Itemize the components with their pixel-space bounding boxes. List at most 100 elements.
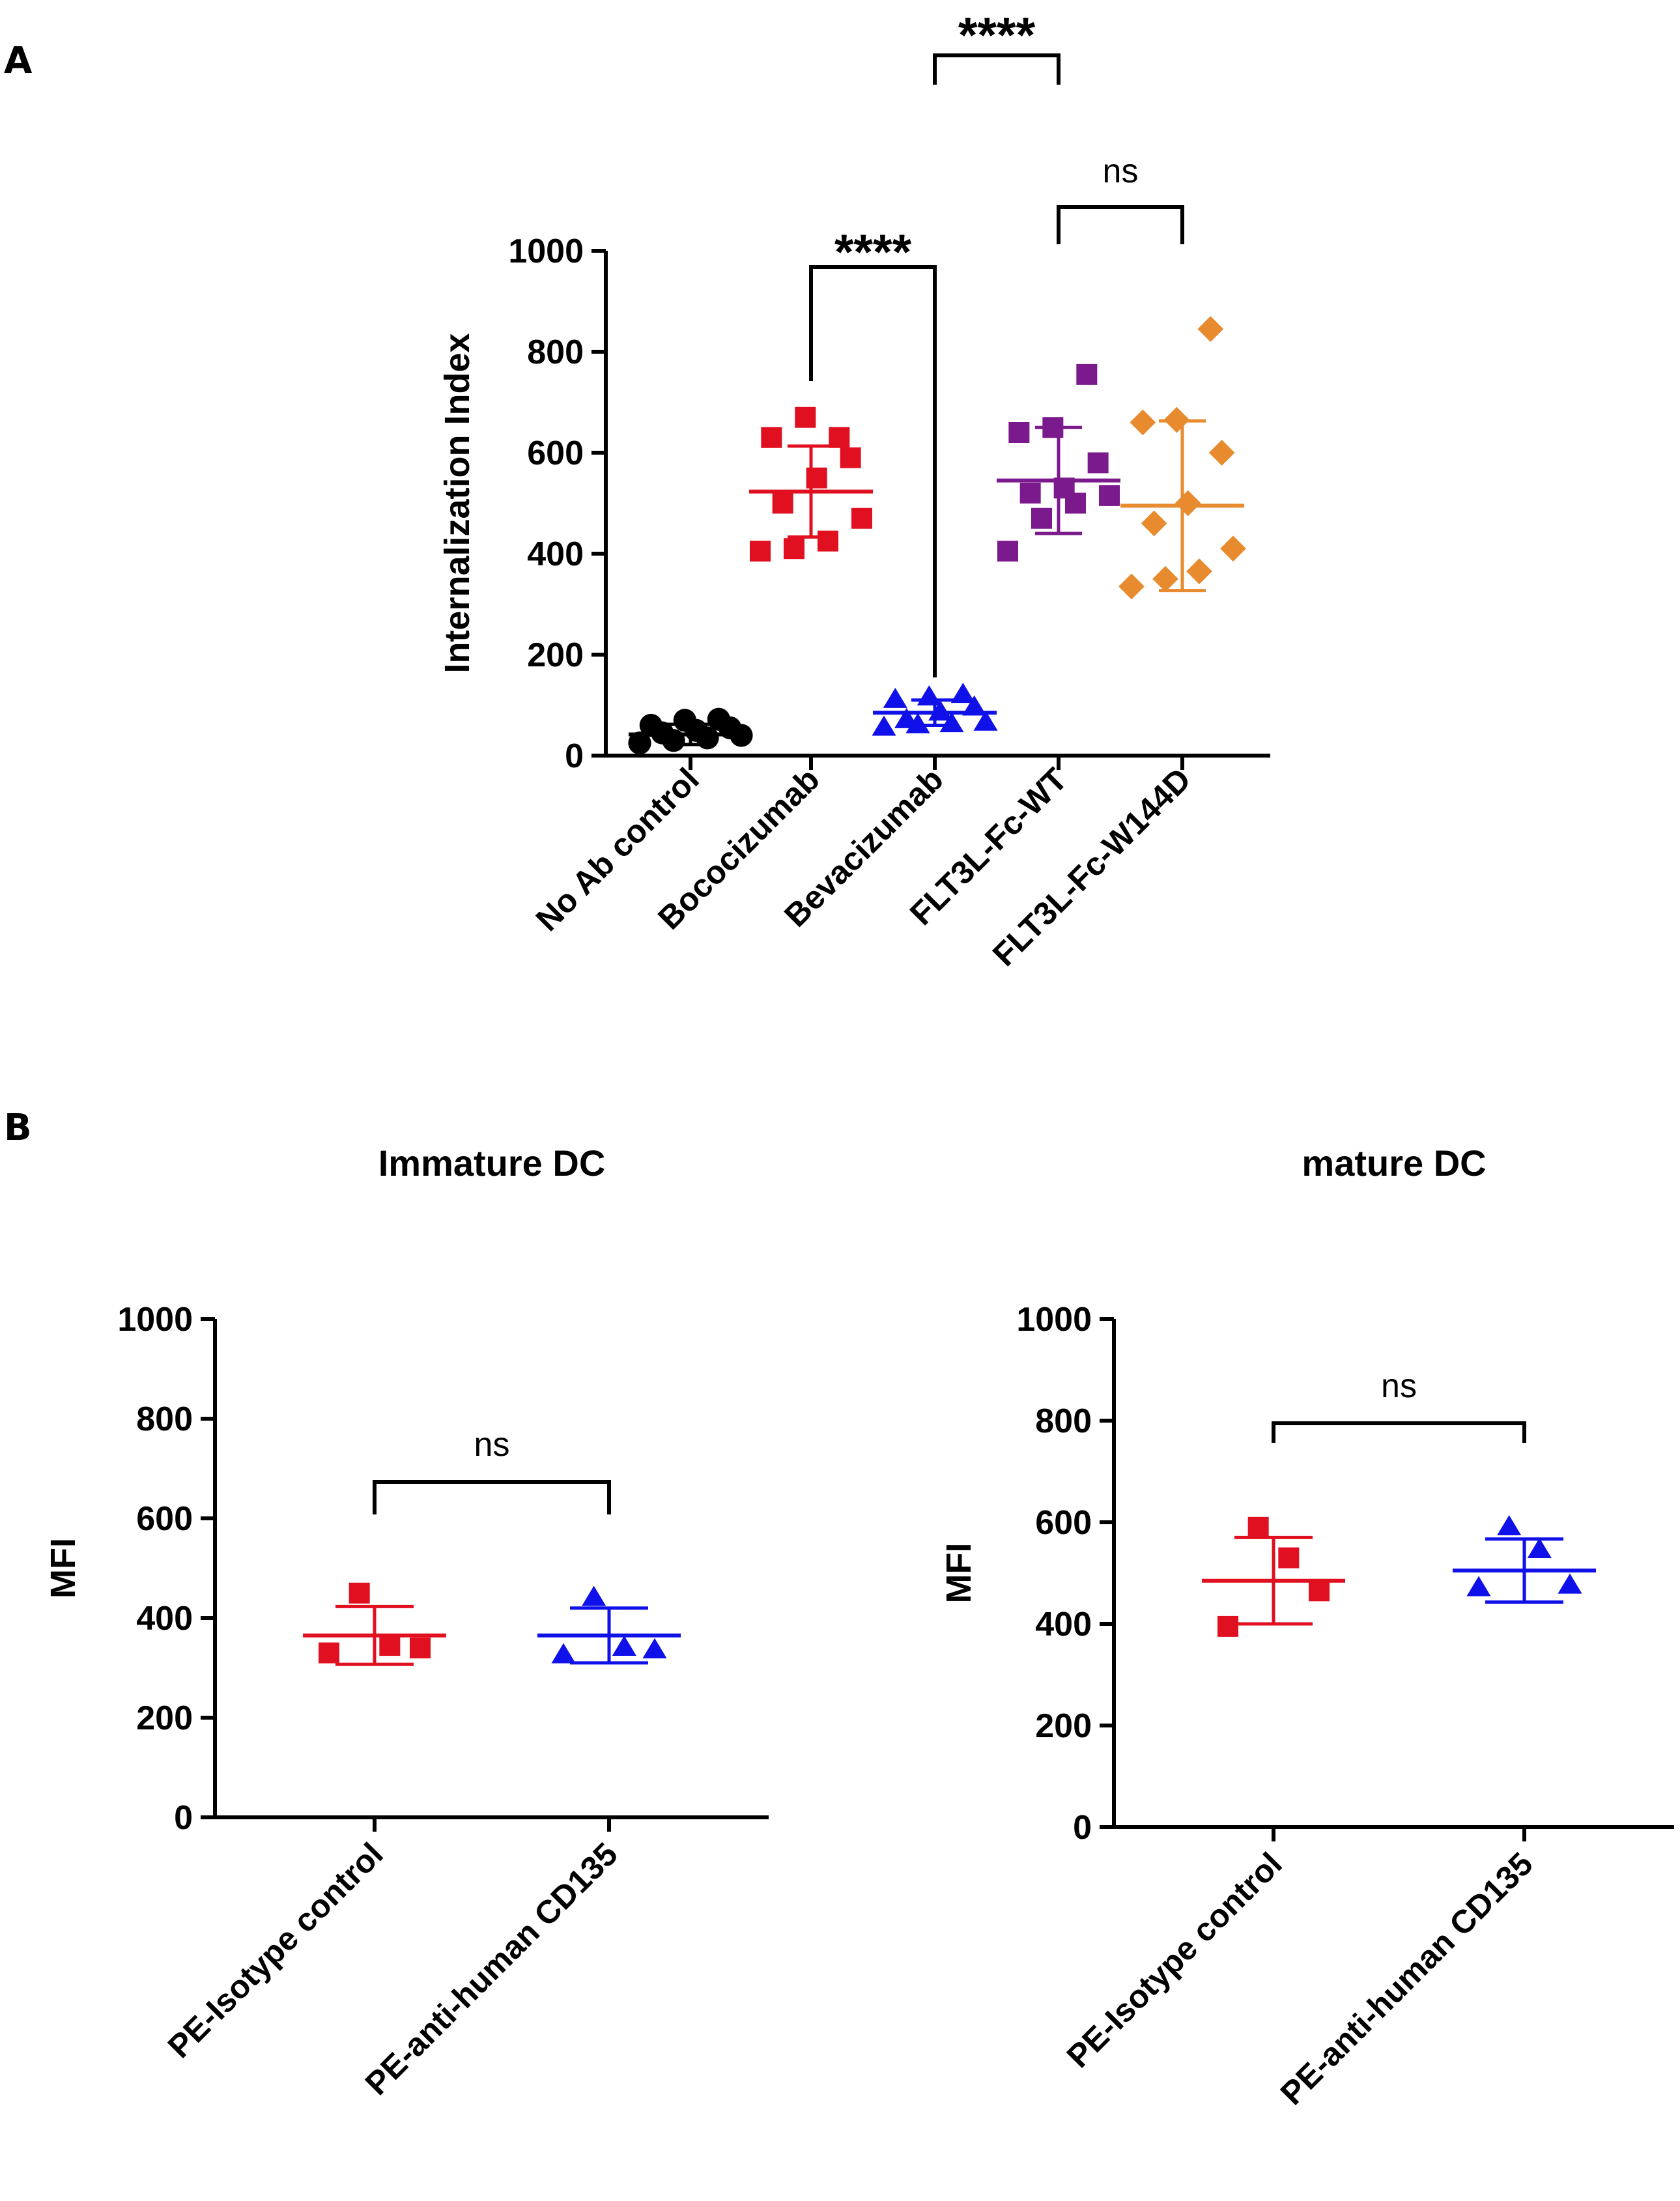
chart-title: mature DC xyxy=(1302,1143,1486,1184)
x-tick-label-pe-isotype-control: PE-Isotype control xyxy=(1060,1845,1289,2075)
x-tick-label-pe-isotype-control: PE-Isotype control xyxy=(161,1836,390,2065)
y-tick-label: 0 xyxy=(565,737,584,775)
significance-label: ns xyxy=(1381,1367,1417,1405)
data-point xyxy=(939,712,964,733)
data-point xyxy=(1278,1547,1300,1569)
significance-bracket xyxy=(933,53,1061,85)
y-tick-label: 400 xyxy=(527,535,584,573)
data-point xyxy=(582,1585,606,1606)
y-tick-label: 1000 xyxy=(1016,1301,1092,1339)
data-point xyxy=(1186,558,1212,584)
data-point xyxy=(818,530,838,552)
data-point xyxy=(642,1638,667,1658)
data-point xyxy=(410,1637,431,1658)
data-point xyxy=(639,713,662,737)
data-point xyxy=(1152,565,1178,592)
data-point xyxy=(806,467,827,489)
significance-bracket xyxy=(809,265,937,677)
series-pe-isotype-control xyxy=(303,1582,446,1666)
data-point xyxy=(872,715,896,736)
significance-label: ns xyxy=(474,1426,510,1464)
chart-title: Immature DC xyxy=(378,1143,606,1184)
significance-bracket xyxy=(1272,1421,1526,1443)
data-point xyxy=(772,492,793,514)
y-tick-label: 200 xyxy=(527,636,584,674)
data-point xyxy=(962,695,987,716)
data-point xyxy=(997,541,1018,562)
data-point xyxy=(1019,483,1041,504)
data-point xyxy=(349,1582,370,1604)
y-axis-label: Internalization Index xyxy=(438,333,477,673)
data-point xyxy=(1141,510,1167,537)
data-point xyxy=(1031,507,1052,529)
chart-panel-b-immature: Immature DC 0 200 400 600 800 1000 MFI PE-Isotyp… xyxy=(44,1143,769,2102)
y-tick-label: 800 xyxy=(1035,1402,1092,1440)
data-point xyxy=(795,406,816,428)
y-tick-label: 0 xyxy=(1073,1809,1092,1847)
x-tick-label-pe-anti-human-cd135: PE-anti-human CD135 xyxy=(358,1836,625,2102)
y-tick-label: 200 xyxy=(1035,1707,1092,1745)
data-point xyxy=(1076,363,1098,385)
panel-letter-a: A xyxy=(4,40,33,82)
data-point xyxy=(1175,490,1201,517)
data-point xyxy=(1527,1538,1552,1559)
data-point xyxy=(551,1643,576,1664)
series-flt3l-fc-w144d xyxy=(1118,316,1246,600)
data-point xyxy=(840,447,861,468)
data-point xyxy=(1208,440,1235,466)
y-tick-label: 600 xyxy=(1035,1504,1092,1542)
y-tick-label: 600 xyxy=(136,1500,193,1538)
data-point xyxy=(894,707,919,728)
data-point xyxy=(1008,422,1030,443)
significance-label: **** xyxy=(834,225,912,280)
significance-label: **** xyxy=(958,8,1036,63)
data-point xyxy=(319,1642,339,1664)
series-pe-isotype-control xyxy=(1202,1516,1345,1637)
data-point xyxy=(612,1636,636,1656)
data-point xyxy=(1197,316,1224,342)
chart-panel-b-mature: mature DC 0 200 400 600 800 1000 MFI PE-Isotype … xyxy=(939,1143,1674,2112)
data-point xyxy=(784,538,804,560)
y-tick-label: 400 xyxy=(1035,1606,1092,1643)
x-tick-label-pe-anti-human-cd135: PE-anti-human CD135 xyxy=(1274,1845,1540,2112)
data-point xyxy=(1247,1516,1269,1538)
y-tick-label: 800 xyxy=(527,334,584,371)
data-point xyxy=(917,685,941,706)
y-tick-label: 0 xyxy=(174,1799,193,1837)
y-tick-label: 1000 xyxy=(117,1301,193,1339)
data-point xyxy=(1130,409,1156,436)
data-point xyxy=(1217,1615,1238,1637)
data-point xyxy=(883,687,907,708)
data-point xyxy=(973,710,998,731)
y-tick-label: 600 xyxy=(527,434,584,472)
series-no-ab-control xyxy=(628,707,753,755)
panel-letter-b: B xyxy=(4,1107,32,1149)
data-point xyxy=(1220,535,1246,562)
data-point xyxy=(1087,452,1109,474)
data-point xyxy=(950,683,975,703)
data-point xyxy=(761,427,782,448)
series-flt3l-fc-wt xyxy=(997,363,1120,562)
series-pe-anti-human-cd135 xyxy=(537,1585,681,1665)
y-axis-label: MFI xyxy=(44,1538,83,1598)
y-tick-label: 1000 xyxy=(508,233,584,270)
y-tick-label: 800 xyxy=(136,1400,193,1438)
significance-label: ns xyxy=(1103,152,1139,190)
data-point xyxy=(379,1635,401,1656)
significance-bracket xyxy=(373,1480,611,1514)
series-bevacizumab xyxy=(872,683,998,736)
data-point xyxy=(1466,1576,1491,1597)
data-point xyxy=(1309,1580,1330,1602)
data-point xyxy=(1099,485,1120,506)
data-point xyxy=(628,731,651,755)
data-point xyxy=(1558,1573,1582,1594)
data-point xyxy=(707,707,730,731)
y-tick-label: 200 xyxy=(136,1699,193,1737)
data-point xyxy=(851,507,872,529)
data-point xyxy=(673,709,696,732)
significance-bracket xyxy=(1057,205,1184,244)
series-pe-anti-human-cd135 xyxy=(1453,1514,1596,1604)
data-point xyxy=(829,427,850,448)
